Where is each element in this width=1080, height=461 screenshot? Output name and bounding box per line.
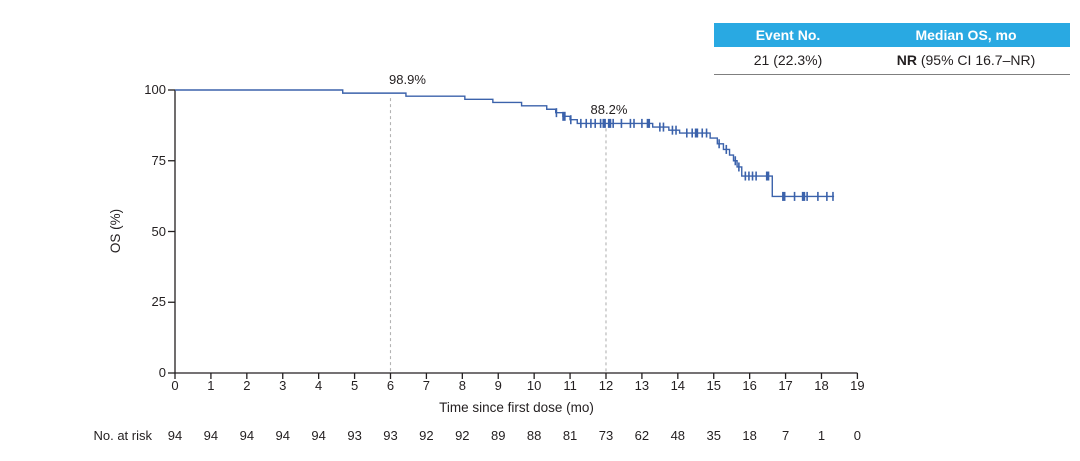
x-tick-label: 0 [171, 378, 179, 393]
x-tick-label: 3 [279, 378, 287, 393]
x-tick-label: 17 [778, 378, 793, 393]
survival-rate-annotation: 98.9% [389, 72, 426, 88]
y-tick-label: 50 [151, 223, 166, 239]
x-axis-title: Time since first dose (mo) [439, 400, 594, 415]
survival-rate-annotation: 88.2% [590, 102, 628, 118]
y-axis-title: OS (%) [108, 208, 123, 254]
event-no-value: 21 (22.3%) [753, 52, 823, 68]
risk-value: 0 [853, 428, 861, 443]
risk-value: 81 [562, 428, 578, 443]
risk-value: 94 [203, 428, 219, 443]
risk-value: 92 [419, 428, 434, 443]
y-tick-label: 25 [151, 294, 166, 310]
risk-value: 94 [167, 428, 183, 443]
risk-value: 88 [526, 428, 542, 443]
summary-table-header: Event No. Median OS, mo [714, 23, 1070, 47]
x-tick-label: 1 [207, 378, 215, 393]
risk-value: 35 [706, 428, 721, 443]
x-tick-label: 19 [850, 378, 865, 393]
median-os-nr: NR [896, 52, 917, 68]
km-survival-curve [175, 89, 835, 198]
x-tick-label: 13 [634, 378, 650, 393]
median-os-value: NR (95% CI 16.7–NR) [862, 47, 1070, 74]
y-tick-label: 0 [158, 365, 166, 380]
x-tick-label: 4 [315, 378, 323, 393]
x-tick-label: 11 [563, 378, 577, 393]
x-tick-label: 2 [243, 378, 251, 393]
x-tick-label: 10 [526, 378, 542, 393]
risk-value: 94 [311, 428, 326, 443]
risk-value: 18 [742, 428, 757, 443]
x-tick-label: 15 [706, 378, 721, 393]
x-tick-label: 9 [494, 378, 502, 393]
x-tick-label: 5 [350, 378, 359, 393]
risk-value: 94 [239, 428, 255, 443]
x-tick-label: 7 [422, 378, 431, 393]
risk-value: 62 [634, 428, 650, 443]
risk-value: 89 [491, 428, 506, 443]
summary-table-row: 21 (22.3%) NR (95% CI 16.7–NR) [714, 47, 1070, 75]
risk-value: 94 [275, 428, 290, 443]
risk-value: 93 [347, 428, 362, 443]
risk-value: 92 [455, 428, 470, 443]
event-no-header: Event No. [755, 27, 821, 43]
x-tick-label: 16 [742, 378, 757, 393]
y-tick-label: 75 [151, 152, 166, 168]
risk-value: 73 [598, 428, 614, 443]
risk-table-label: No. at risk [93, 428, 152, 443]
x-tick-label: 12 [598, 378, 614, 393]
os-summary-table: Event No. Median OS, mo 21 (22.3%) NR (9… [714, 23, 1070, 75]
x-tick-label: 8 [458, 378, 466, 393]
y-tick-label: 100 [144, 82, 166, 97]
risk-value: 7 [781, 428, 790, 443]
median-os-header: Median OS, mo [915, 27, 1017, 43]
x-tick-label: 18 [814, 378, 829, 393]
risk-value: 48 [670, 428, 686, 443]
x-tick-label: 6 [386, 378, 395, 393]
median-os-ci: (95% CI 16.7–NR) [916, 52, 1036, 68]
risk-value: 93 [383, 428, 398, 443]
x-tick-label: 14 [670, 378, 686, 393]
risk-value: 1 [817, 428, 826, 443]
